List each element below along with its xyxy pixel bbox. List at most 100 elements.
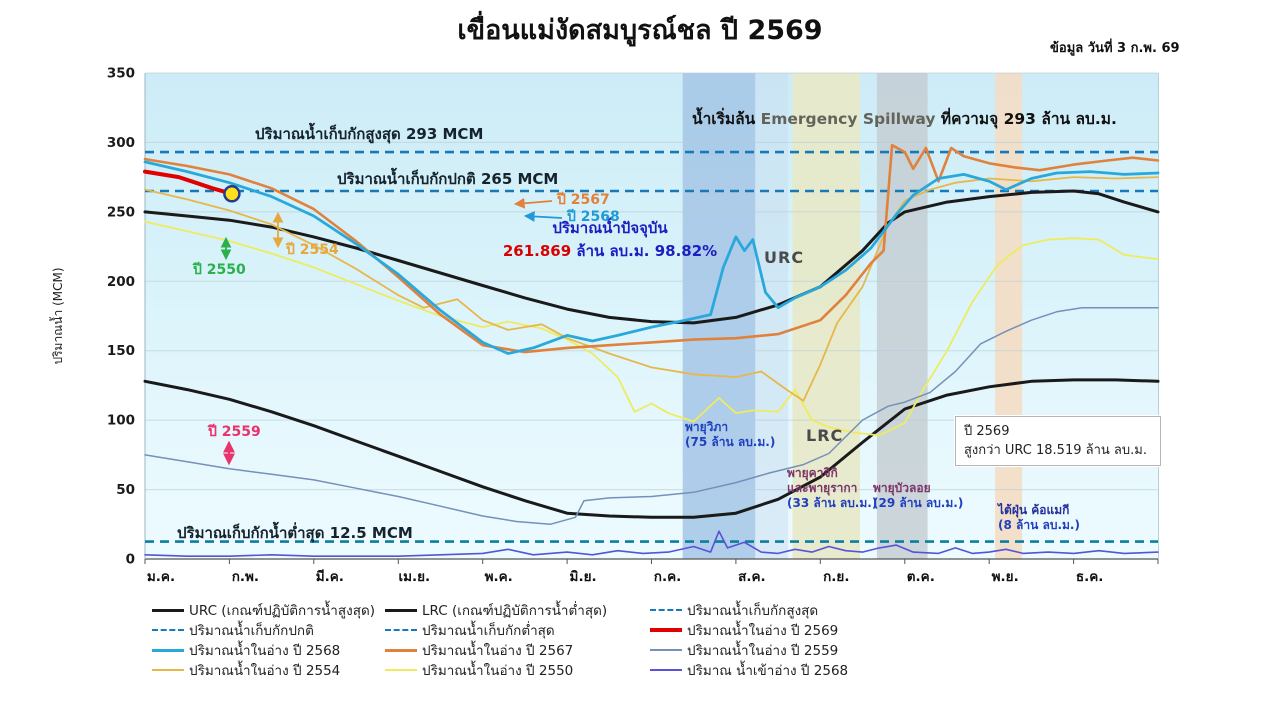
series-line bbox=[143, 378, 1160, 519]
typhoon-kalmaegi-note: ไต้ฝุ่น ค้อแมกี (8 ล้าน ลบ.ม.) bbox=[998, 503, 1080, 533]
year-2559-label: ปี 2559 bbox=[208, 424, 261, 440]
legend-label: ปริมาณน้ำเก็บกักปกติ bbox=[189, 623, 314, 639]
x-tick-label: พ.ย. bbox=[992, 569, 1019, 585]
spillway-note-th1: น้ำเริ่มล้น bbox=[692, 110, 761, 128]
storm-bualoi-volume: (29 ล้าน ลบ.ม.) bbox=[873, 496, 964, 510]
legend-swatch bbox=[650, 628, 682, 632]
legend-swatch bbox=[152, 629, 184, 631]
storm-ragasa-name: และพายุรากา bbox=[787, 481, 858, 495]
y-tick-label: 50 bbox=[116, 482, 135, 498]
series-line bbox=[143, 169, 234, 196]
legend-swatch bbox=[152, 648, 184, 652]
current-day-marker bbox=[223, 185, 241, 203]
storm-wipha-note: พายุวิภา (75 ล้าน ลบ.ม.) bbox=[685, 420, 775, 450]
y-tick-label: 250 bbox=[107, 204, 135, 220]
spillway-note: น้ำเริ่มล้น Emergency Spillway ที่ความจุ… bbox=[692, 106, 1117, 131]
x-tick-label: ก.พ. bbox=[232, 569, 259, 585]
storm-bualoi-name: พายุบัวลอย bbox=[873, 481, 931, 495]
legend-label: ปริมาณน้ำในอ่าง ปี 2559 bbox=[687, 643, 839, 659]
legend-label: ปริมาณน้ำในอ่าง ปี 2550 bbox=[422, 663, 574, 679]
series-line bbox=[144, 220, 1159, 437]
storm-wipha-name: พายุวิภา bbox=[685, 420, 729, 434]
page-title: เขื่อนแม่งัดสมบูรณ์ชล ปี 2569 bbox=[457, 15, 823, 46]
legend-swatch bbox=[650, 669, 682, 671]
legend-swatch bbox=[152, 669, 184, 671]
legend-label: URC (เกณฑ์ปฏิบัติการน้ำสูงสุด) bbox=[189, 603, 375, 619]
x-tick-label: ก.ย. bbox=[823, 569, 849, 585]
arrow-2567 bbox=[513, 197, 553, 209]
series-line bbox=[144, 306, 1159, 526]
series-line bbox=[144, 530, 1159, 558]
min-storage-label: ปริมาณเก็บกักน้ำต่ำสุด 12.5 MCM bbox=[177, 524, 413, 542]
info-box-line2: สูงกว่า URC 18.519 ล้าน ลบ.ม. bbox=[964, 443, 1147, 458]
storm-band bbox=[755, 73, 789, 559]
y-tick-label: 200 bbox=[107, 274, 135, 290]
y-axis-title: ปริมาณน้ำ (MCM) bbox=[49, 267, 65, 364]
x-tick-label: พ.ค. bbox=[485, 569, 513, 585]
y-tick-label: 300 bbox=[107, 135, 135, 151]
year-2550-label: ปี 2550 bbox=[193, 262, 246, 278]
arrow-2568 bbox=[523, 211, 563, 222]
current-volume-unit: ล้าน ลบ.ม. 98.82% bbox=[571, 242, 718, 260]
plot-background bbox=[145, 73, 1159, 559]
legend-label: ปริมาณน้ำเก็บกักต่ำสุด bbox=[422, 623, 555, 639]
storm-kajiki-note: พายุคาจิกิ และพายุรากา (33 ล้าน ลบ.ม.) bbox=[787, 466, 877, 511]
y-tick-label: 150 bbox=[107, 343, 135, 359]
chart-plot: 0 50 100 150 200 250 300 350 ม.ค. ก.พ. มี.ค. เม.ย. พ… bbox=[49, 66, 1160, 585]
x-tick-label: มี.ค. bbox=[316, 569, 344, 585]
storm-bualoi-note: พายุบัวลอย (29 ล้าน ลบ.ม.) bbox=[873, 481, 963, 511]
legend-label: ปริมาณน้ำในอ่าง ปี 2554 bbox=[189, 663, 341, 679]
storm-kajiki-volume: (33 ล้าน ลบ.ม.) bbox=[787, 496, 878, 510]
current-volume-number: 261.869 bbox=[502, 242, 572, 260]
legend-item: ปริมาณน้ำในอ่าง ปี 2559 bbox=[650, 640, 838, 660]
legend-label: ปริมาณน้ำเก็บกักสูงสุด bbox=[687, 603, 819, 619]
spillway-note-en: Emergency Spillway bbox=[760, 110, 936, 128]
typhoon-kalmaegi-volume: (8 ล้าน ลบ.ม.) bbox=[998, 518, 1080, 532]
legend-swatch bbox=[385, 648, 417, 652]
legend-item: ปริมาณน้ำในอ่าง ปี 2568 bbox=[152, 640, 340, 660]
legend-item: ปริมาณน้ำในอ่าง ปี 2550 bbox=[385, 660, 573, 680]
x-tick-label: ธ.ค. bbox=[1076, 569, 1104, 585]
legend-item: ปริมาณ น้ำเข้าอ่าง ปี 2568 bbox=[650, 660, 848, 680]
legend-swatch bbox=[152, 608, 184, 612]
legend-label: ปริมาณน้ำในอ่าง ปี 2569 bbox=[687, 623, 839, 639]
series-line bbox=[143, 189, 1160, 325]
x-tick-label: ส.ค. bbox=[738, 569, 766, 585]
spillway-note-th2: ที่ความจุ 293 ล้าน ลบ.ม. bbox=[935, 110, 1117, 128]
lrc-label: LRC bbox=[806, 426, 844, 445]
storm-kajiki-name: พายุคาจิกิ bbox=[787, 466, 838, 480]
storm-band bbox=[995, 73, 1023, 559]
x-tick-label: ม.ค. bbox=[147, 569, 175, 585]
storm-wipha-volume: (75 ล้าน ลบ.ม.) bbox=[685, 435, 776, 449]
normal-storage-label: ปริมาณน้ำเก็บกักปกติ 265 MCM bbox=[337, 170, 559, 188]
annotation-arrows bbox=[220, 197, 563, 466]
legend-item: ปริมาณน้ำเก็บกักสูงสุด bbox=[650, 600, 818, 620]
legend-label: LRC (เกณฑ์ปฏิบัติการน้ำต่ำสุด) bbox=[422, 603, 608, 619]
year-2567-label: ปี 2567 bbox=[557, 192, 610, 208]
legend-label: ปริมาณ น้ำเข้าอ่าง ปี 2568 bbox=[687, 663, 849, 679]
current-volume-value: 261.869 ล้าน ลบ.ม. 98.82% bbox=[470, 239, 750, 263]
series-line bbox=[143, 160, 1160, 355]
legend-item: ปริมาณน้ำในอ่าง ปี 2569 bbox=[650, 620, 838, 640]
x-tick-label: มิ.ย. bbox=[570, 569, 597, 585]
current-volume-title: ปริมาณน้ำปัจจุบัน bbox=[552, 219, 668, 237]
legend-item: ปริมาณน้ำในอ่าง ปี 2567 bbox=[385, 640, 573, 660]
x-tick-label: เม.ย. bbox=[398, 569, 430, 585]
legend-label: ปริมาณน้ำในอ่าง ปี 2568 bbox=[189, 643, 341, 659]
y-tick-label: 350 bbox=[107, 66, 135, 82]
legend-item: ปริมาณน้ำในอ่าง ปี 2554 bbox=[152, 660, 340, 680]
legend-swatch bbox=[650, 649, 682, 651]
legend-item: ปริมาณน้ำเก็บกักต่ำสุด bbox=[385, 620, 555, 640]
legend-item: URC (เกณฑ์ปฏิบัติการน้ำสูงสุด) bbox=[152, 600, 375, 620]
year-2569-info-box: ปี 2569 สูงกว่า URC 18.519 ล้าน ลบ.ม. bbox=[955, 416, 1161, 466]
legend-swatch bbox=[385, 669, 417, 671]
urc-label: URC bbox=[764, 248, 805, 267]
series-line bbox=[144, 176, 1159, 402]
max-storage-label: ปริมาณน้ำเก็บกักสูงสุด 293 MCM bbox=[255, 125, 484, 143]
legend-label: ปริมาณน้ำในอ่าง ปี 2567 bbox=[422, 643, 574, 659]
typhoon-kalmaegi-name: ไต้ฝุ่น ค้อแมกี bbox=[998, 503, 1070, 517]
x-tick-label: ต.ค. bbox=[907, 569, 935, 585]
info-box-line1: ปี 2569 bbox=[964, 424, 1010, 439]
legend-swatch bbox=[385, 629, 417, 631]
